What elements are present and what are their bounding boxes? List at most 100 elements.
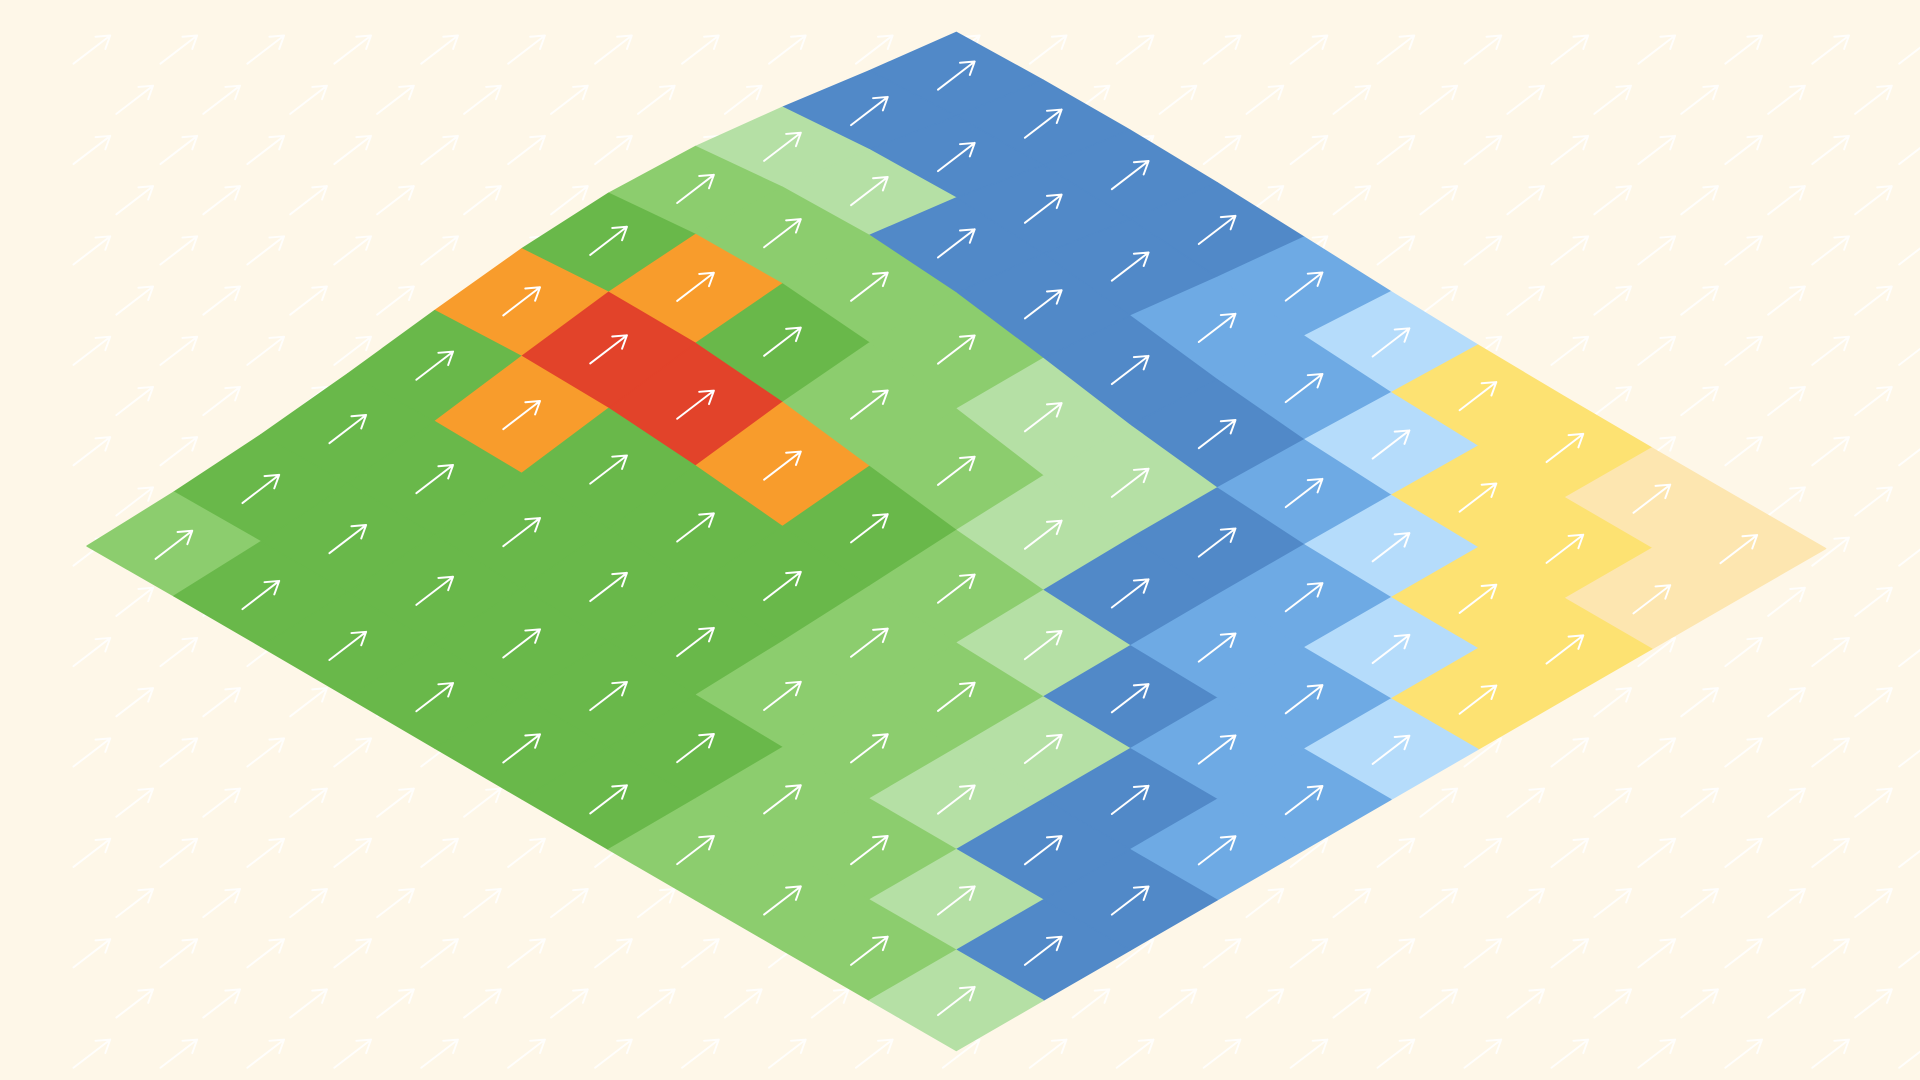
wind-arrow xyxy=(1767,687,1806,718)
wind-arrow xyxy=(1202,1038,1242,1069)
tile-wind-arrow xyxy=(1197,835,1237,866)
tile-wind-arrow xyxy=(502,400,541,431)
wind-arrow xyxy=(1202,134,1242,166)
tile-wind-arrow xyxy=(589,454,628,485)
wind-arrow xyxy=(1767,285,1806,316)
wind-arrow xyxy=(246,837,286,868)
wind-arrow xyxy=(1811,737,1850,768)
tile-wind-arrow xyxy=(850,95,889,127)
wind-arrow xyxy=(1419,84,1459,115)
wind-arrow xyxy=(115,84,155,115)
wind-arrow xyxy=(202,84,241,115)
wind-arrow xyxy=(1898,1050,1920,1069)
tile-wind-arrow xyxy=(763,570,802,602)
tile-wind-arrow xyxy=(502,517,541,548)
wind-arrow xyxy=(72,1038,112,1069)
wind-arrow xyxy=(1158,988,1198,1019)
wind-arrow xyxy=(1463,134,1503,166)
tile-wind-arrow xyxy=(1458,583,1498,614)
wind-arrow xyxy=(1028,1038,1068,1069)
wind-arrow xyxy=(1898,950,1920,969)
wind-arrow xyxy=(159,235,199,266)
wind-arrow xyxy=(333,134,372,166)
tile-wind-arrow xyxy=(1371,532,1411,563)
tile-wind-arrow xyxy=(676,834,715,866)
tile-wind-arrow xyxy=(502,733,541,764)
tile-wind-arrow xyxy=(415,464,455,495)
tile-wind-arrow xyxy=(589,571,628,603)
tile-wind-arrow xyxy=(936,573,976,604)
wind-arrow xyxy=(854,1038,894,1069)
wind-arrow xyxy=(1898,648,1920,668)
wind-arrow xyxy=(420,938,459,969)
wind-arrow xyxy=(463,888,502,919)
wind-arrow xyxy=(594,938,633,969)
wind-arrow xyxy=(1637,837,1677,868)
tile-wind-arrow xyxy=(850,935,889,966)
wind-arrow xyxy=(376,787,415,818)
tile-wind-arrow xyxy=(936,141,976,173)
wind-arrow xyxy=(1767,84,1806,115)
wind-arrow xyxy=(1811,134,1850,166)
wind-arrow xyxy=(1550,837,1590,868)
wind-arrow xyxy=(550,84,589,115)
wind-arrow xyxy=(333,34,372,65)
wind-arrow xyxy=(1419,285,1459,316)
wind-arrow xyxy=(246,737,286,768)
wind-arrow xyxy=(594,34,633,65)
wind-arrow xyxy=(115,586,155,617)
tile-wind-arrow xyxy=(676,173,715,204)
wind-arrow xyxy=(1898,548,1920,567)
wind-arrow xyxy=(1811,938,1850,969)
tile-wind-arrow xyxy=(1284,271,1324,302)
tile-wind-arrow xyxy=(1023,935,1063,966)
wind-arrow xyxy=(72,837,112,868)
wind-arrow xyxy=(1637,737,1677,768)
wind-arrow xyxy=(115,787,155,818)
wind-arrow xyxy=(550,888,589,919)
tile-wind-arrow xyxy=(936,334,976,365)
wind-arrow xyxy=(1115,1038,1155,1069)
tile-wind-arrow xyxy=(1632,584,1672,615)
wind-arrow xyxy=(1724,837,1764,868)
wind-arrow xyxy=(1724,636,1764,668)
wind-arrow xyxy=(376,84,415,115)
tile-wind-arrow xyxy=(763,680,802,711)
wind-arrow xyxy=(376,185,415,216)
tile-wind-arrow xyxy=(936,885,976,916)
wind-arrow xyxy=(681,34,720,65)
wind-arrow xyxy=(507,837,546,868)
wind-arrow xyxy=(594,1038,633,1069)
wind-arrow xyxy=(333,1038,372,1069)
wind-arrow xyxy=(420,235,459,266)
tile-wind-arrow xyxy=(1023,630,1063,661)
tile-wind-arrow xyxy=(1110,784,1150,815)
wind-arrow xyxy=(115,486,155,517)
wind-arrow xyxy=(1376,134,1416,166)
wind-arrow xyxy=(1680,787,1719,818)
wind-arrow xyxy=(246,34,286,65)
wind-arrow xyxy=(1898,448,1920,467)
wind-arrow xyxy=(1637,235,1677,266)
tile-wind-arrow xyxy=(763,326,802,357)
wind-arrow xyxy=(159,34,199,65)
tile-wind-arrow xyxy=(850,271,889,302)
wind-arrow xyxy=(1332,84,1372,115)
tile-wind-arrow xyxy=(936,681,976,712)
wind-arrow xyxy=(1506,285,1546,316)
wind-arrow xyxy=(1767,185,1806,216)
wind-arrow xyxy=(72,235,112,266)
wind-arrow xyxy=(1245,988,1285,1019)
wind-arrow xyxy=(1637,335,1677,366)
tile-wind-arrow xyxy=(1197,214,1237,246)
tile-wind-arrow xyxy=(1197,419,1237,450)
wind-arrow xyxy=(1854,285,1893,316)
wind-arrow xyxy=(1463,34,1503,65)
wind-arrow xyxy=(1811,636,1850,668)
wind-arrow xyxy=(507,938,546,969)
wind-arrow xyxy=(1854,486,1893,517)
tile-wind-arrow xyxy=(502,628,541,659)
tile-wind-arrow xyxy=(1110,578,1150,609)
tile-wind-arrow xyxy=(676,389,715,420)
